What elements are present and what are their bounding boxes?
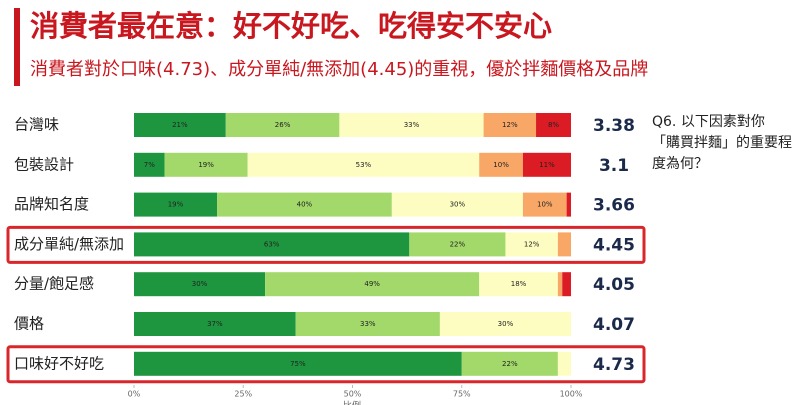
value-label: 33% [360,320,376,328]
category-label: 價格 [14,315,44,333]
category-label: 品牌知名度 [14,195,89,213]
x-tick-label: 50% [344,390,362,399]
value-label: 12% [502,121,518,129]
bar-segment [461,351,558,376]
highlight-box [6,345,646,384]
bar-segment [134,152,165,177]
bar-segment [134,232,410,257]
value-label: 22% [450,240,466,248]
bar-segment [557,272,563,297]
score-label: 3.38 [593,116,635,136]
value-label: 30% [450,201,466,209]
value-label: 30% [498,320,514,328]
x-tick-label: 100% [560,390,583,399]
bar-segment [134,192,218,217]
bar-segment [505,232,558,257]
bar-segment [522,192,567,217]
bar-segment [557,232,571,257]
bar-segment [217,192,392,217]
bar-segment [566,192,571,217]
highlight-box [6,225,646,264]
value-label: 12% [524,240,540,248]
title-accent [14,8,20,86]
value-label: 19% [198,161,214,169]
value-label: 7% [144,161,155,169]
score-label: 3.66 [593,196,635,216]
value-label: 49% [364,280,380,288]
x-tick-label: 75% [453,390,471,399]
bar-segment [479,152,523,177]
category-label: 台灣味 [14,116,59,134]
bar-segment [247,152,480,177]
value-label: 63% [264,240,280,248]
value-label: 10% [537,201,553,209]
value-label: 18% [511,280,527,288]
bar-segment [265,272,480,297]
bar-segment [164,152,248,177]
value-label: 10% [493,161,509,169]
value-label: 33% [404,121,420,129]
bar-segment [536,113,571,137]
value-label: 26% [275,121,291,129]
bar-segment [562,272,571,297]
x-tick-label: 25% [234,390,252,399]
value-label: 37% [207,320,223,328]
bar-segment [439,312,571,336]
score-label: 3.1 [599,156,629,176]
category-label: 包裝設計 [14,155,74,173]
x-axis-label: 比例 [343,400,361,405]
bar-segment [134,113,226,137]
bar-segment [225,113,340,137]
category-label: 分量/飽足感 [14,275,94,293]
chart-subtitle: 消費者對於口味(4.73)、成分單純/無添加(4.45)的重視，優於拌麵價格及品… [30,59,648,80]
bar-segment [483,113,537,137]
x-tick-label: 0% [128,390,141,399]
value-label: 8% [548,121,559,129]
value-label: 53% [356,161,372,169]
score-label: 4.07 [593,315,635,335]
value-label: 40% [297,201,313,209]
category-label: 口味好不好吃 [14,354,104,372]
value-label: 19% [168,201,184,209]
score-label: 4.45 [593,235,635,255]
value-label: 11% [539,161,555,169]
bar-segment [522,152,571,177]
bar-segment [391,192,523,217]
bar-segment [479,272,558,297]
score-label: 4.05 [593,275,635,295]
bar-segment [134,351,462,376]
score-label: 4.73 [593,355,635,375]
value-label: 75% [290,360,306,368]
bar-segment [295,312,440,336]
question-note: Q6. 以下因素對你「購買拌麵」的重要程度為何？ [652,114,792,172]
bar-segment [557,351,571,376]
value-label: 30% [192,280,208,288]
chart-title: 消費者最在意：好不好吃、吃得安不安心 [30,9,552,43]
bar-segment [409,232,506,257]
bar-segment [339,113,484,137]
category-label: 成分單純/無添加 [14,235,124,253]
value-label: 22% [502,360,518,368]
bar-segment [134,272,266,297]
bar-segment [134,312,296,336]
value-label: 21% [172,121,188,129]
